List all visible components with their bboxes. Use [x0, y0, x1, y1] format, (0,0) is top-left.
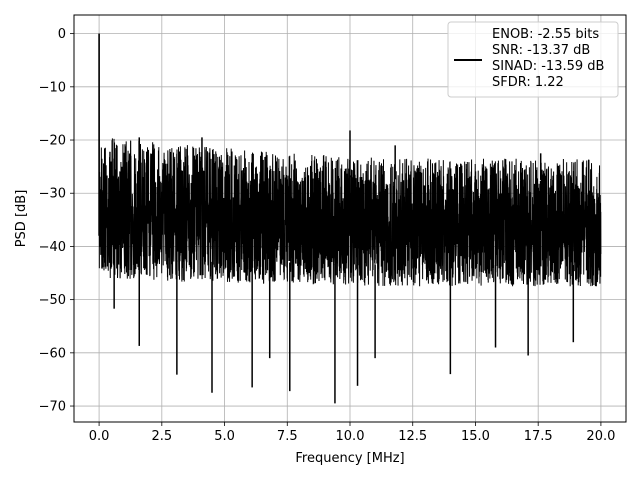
x-axis-label: Frequency [MHz]	[295, 451, 404, 466]
legend-box	[447, 21, 619, 98]
x-tick-label: 0.0	[89, 429, 110, 444]
x-tick-label: 7.5	[277, 429, 298, 444]
x-tick-label: 20.0	[586, 429, 615, 444]
x-tick-label: 15.0	[461, 429, 490, 444]
legend: ENOB: -2.55 bits SNR: -13.37 dB SINAD: -…	[447, 21, 619, 98]
legend-enob: ENOB: -2.55 bits	[492, 27, 599, 42]
plot-area	[98, 33, 602, 404]
axis-ticks: 0.0 2.5 5.0 7.5 10.0 12.5 15.0 17.5 20.0 0 −10 −20 −…	[39, 27, 616, 444]
y-tick-label: −30	[39, 187, 66, 202]
y-tick-label: −50	[39, 293, 66, 308]
y-tick-label: −60	[39, 346, 66, 361]
legend-snr: SNR: -13.37 dB	[492, 43, 590, 58]
y-tick-label: −40	[39, 240, 66, 255]
psd-series-line	[98, 33, 602, 287]
legend-sfdr: SFDR: 1.22	[492, 75, 564, 90]
x-tick-label: 2.5	[151, 429, 172, 444]
x-tick-label: 17.5	[524, 429, 553, 444]
y-tick-label: −70	[39, 400, 66, 415]
x-tick-label: 12.5	[398, 429, 427, 444]
x-tick-label: 5.0	[214, 429, 235, 444]
legend-sinad: SINAD: -13.59 dB	[492, 59, 604, 74]
x-tick-label: 10.0	[336, 429, 365, 444]
y-tick-label: 0	[58, 27, 66, 42]
y-axis-label: PSD [dB]	[14, 190, 29, 248]
y-tick-label: −20	[39, 134, 66, 149]
y-tick-label: −10	[39, 80, 66, 95]
